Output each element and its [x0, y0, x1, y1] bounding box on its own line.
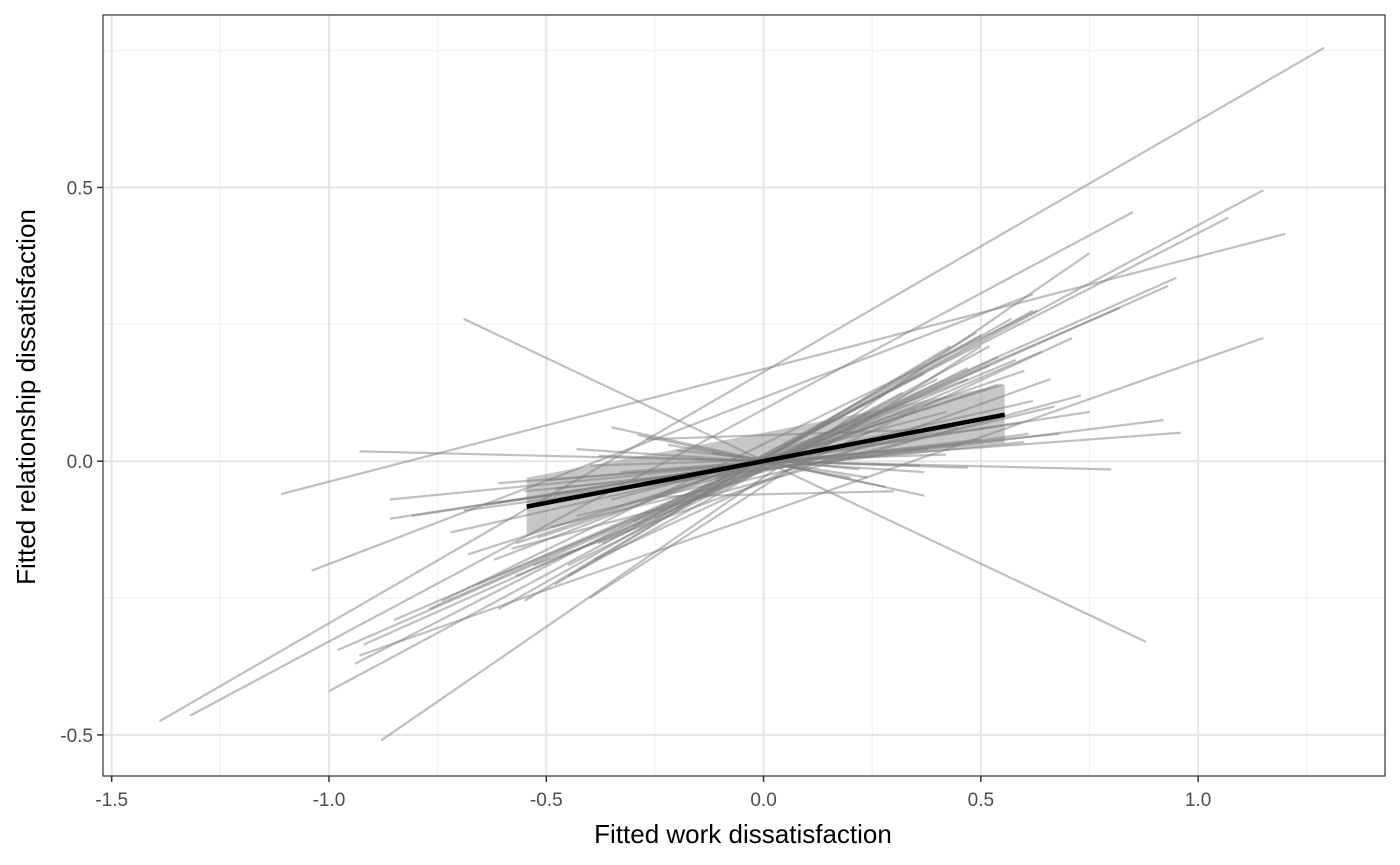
individual-line: [632, 408, 917, 523]
y-axis-title: Fitted relationship dissatisfaction: [11, 209, 41, 585]
individual-line: [532, 378, 1051, 567]
x-tick-label: 0.0: [750, 790, 776, 811]
y-tick-label: 0.0: [67, 452, 93, 473]
individual-line: [280, 232, 1286, 496]
axes: -1.5 -1.0 -0.5 0.0 0.5 1.0 -0.5 0.0 0.5: [60, 178, 1211, 811]
individual-line: [463, 317, 1147, 643]
grid: [103, 15, 1385, 776]
x-tick-label: 0.5: [968, 790, 994, 811]
mean-line-layer: [526, 412, 1006, 509]
individual-line: [311, 293, 1034, 572]
individual-line: [676, 309, 1034, 509]
x-tick-label: -0.5: [530, 790, 563, 811]
individual-line: [511, 394, 1082, 550]
individual-line: [567, 367, 969, 567]
x-tick-label: -1.0: [313, 790, 346, 811]
y-tick-label: -0.5: [60, 726, 93, 747]
individual-line: [554, 438, 981, 490]
individual-line: [380, 252, 1091, 742]
individual-line: [467, 383, 1003, 556]
individual-lines-layer: [158, 46, 1325, 742]
x-tick-label: 1.0: [1185, 790, 1211, 811]
y-tick-label: 0.5: [67, 178, 93, 199]
individual-line: [158, 46, 1325, 723]
individual-line: [589, 345, 982, 599]
x-tick-label: -1.5: [95, 790, 128, 811]
individual-line: [693, 457, 921, 467]
individual-line: [632, 334, 982, 528]
x-axis-title: Fitted work dissatisfaction: [594, 819, 892, 849]
mean-line: [526, 412, 1006, 509]
individual-line: [611, 410, 947, 501]
individual-line: [711, 451, 851, 479]
panel-border: [102, 14, 1386, 777]
individual-line: [359, 336, 1264, 657]
